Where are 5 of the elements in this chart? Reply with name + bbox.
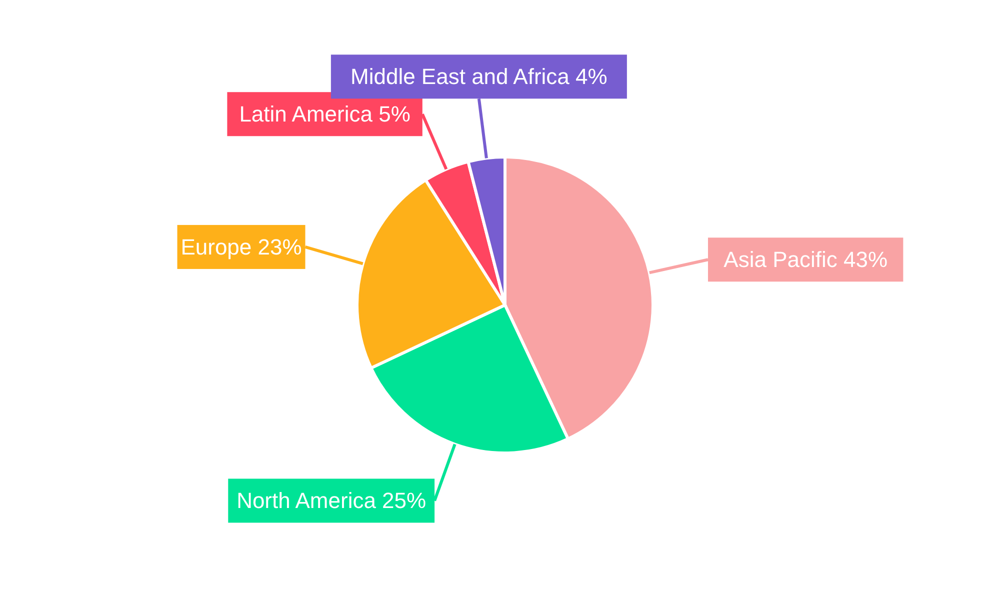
slice-label: Middle East and Africa 4%	[350, 64, 608, 90]
slice-label: Asia Pacific 43%	[724, 247, 888, 272]
slice-label: North America 25%	[236, 488, 426, 514]
slice-label: Latin America 5%	[239, 102, 410, 127]
slice-label: Europe 23%	[180, 234, 302, 260]
